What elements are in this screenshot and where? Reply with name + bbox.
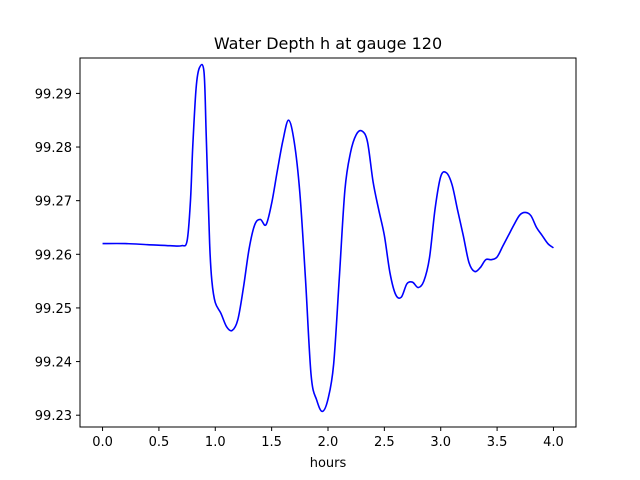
series-line — [102, 63, 554, 413]
x-tick-label: 2.5 — [374, 435, 395, 450]
x-tick-label: 3.5 — [487, 435, 508, 450]
x-tick-label: 0.5 — [149, 435, 170, 450]
x-axis-ticks: 0.0 0.5 1.0 1.5 2.0 2.5 3.0 3.5 4.0 — [92, 427, 564, 450]
x-tick-label: 1.0 — [205, 435, 226, 450]
x-tick-label: 4.0 — [543, 435, 564, 450]
x-tick-label: 1.5 — [261, 435, 282, 450]
y-tick-label: 99.26 — [35, 248, 72, 263]
y-axis-ticks: 99.23 99.24 99.25 99.26 99.27 99.28 99.29 — [35, 87, 80, 424]
y-tick-label: 99.28 — [35, 141, 72, 156]
x-tick-label: 3.0 — [430, 435, 451, 450]
chart-title: Water Depth h at gauge 120 — [214, 34, 442, 53]
y-tick-label: 99.23 — [35, 409, 72, 424]
x-tick-label: 0.0 — [92, 435, 113, 450]
y-tick-label: 99.24 — [35, 356, 72, 371]
y-tick-label: 99.29 — [35, 87, 72, 102]
plot-area — [102, 63, 554, 413]
y-tick-label: 99.27 — [35, 195, 72, 210]
y-tick-label: 99.25 — [35, 302, 72, 317]
x-tick-label: 2.0 — [318, 435, 339, 450]
x-axis-label: hours — [310, 456, 347, 471]
